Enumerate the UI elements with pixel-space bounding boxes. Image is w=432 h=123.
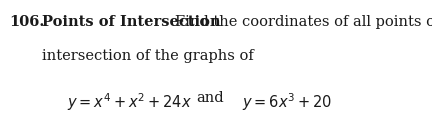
Text: Find the coordinates of all points of: Find the coordinates of all points of bbox=[175, 15, 432, 29]
Text: intersection of the graphs of: intersection of the graphs of bbox=[42, 49, 254, 63]
Text: $y = x^4 + x^2 + 24x$: $y = x^4 + x^2 + 24x$ bbox=[67, 91, 192, 113]
Text: $y = 6x^3 + 20$: $y = 6x^3 + 20$ bbox=[242, 91, 332, 113]
Text: Points of Intersection: Points of Intersection bbox=[42, 15, 221, 29]
Text: 106.: 106. bbox=[10, 15, 45, 29]
Text: and: and bbox=[197, 91, 224, 105]
